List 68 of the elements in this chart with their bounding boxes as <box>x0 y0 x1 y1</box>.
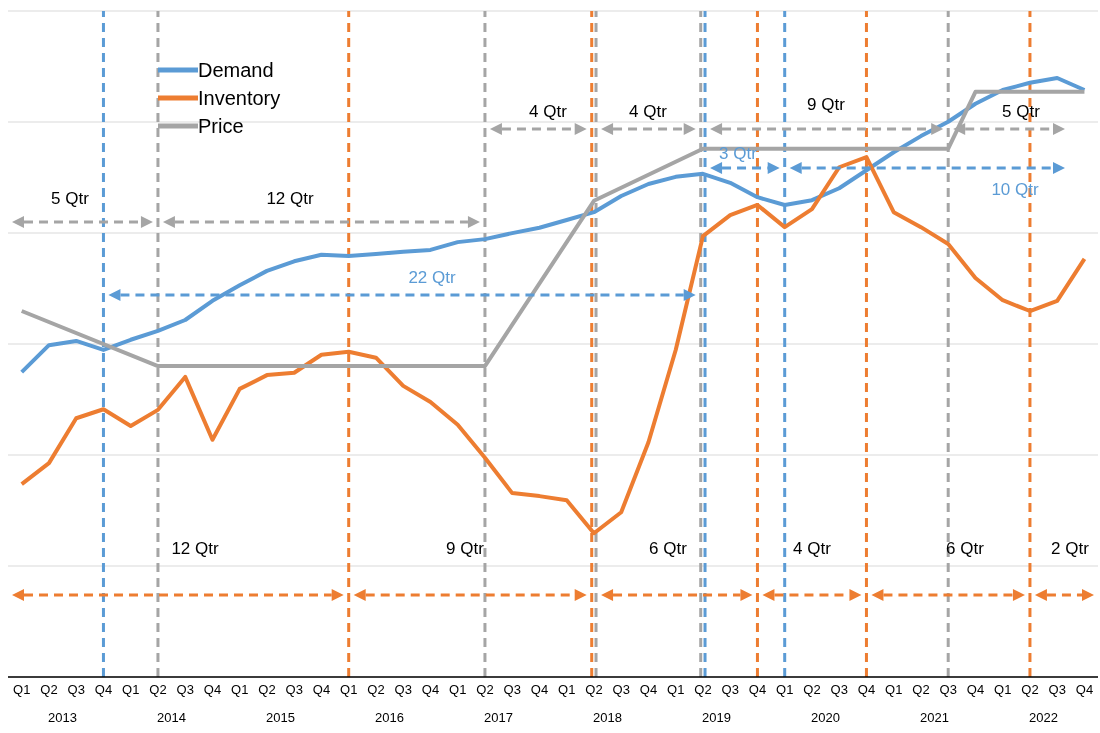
annotation: 12 Qtr <box>266 189 314 209</box>
x2-tick-label: 2016 <box>375 710 404 726</box>
x-tick-label: Q2 <box>912 682 930 698</box>
annotation: 2 Qtr <box>1051 539 1090 559</box>
x-tick-label: Q3 <box>830 682 848 698</box>
x-tick-label: Q2 <box>149 682 167 698</box>
x2-tick-label: 2018 <box>593 710 622 726</box>
x2-tick-label: 2019 <box>702 710 731 726</box>
x-tick-label: Q1 <box>994 682 1012 698</box>
x-tick-label: Q2 <box>585 682 603 698</box>
annotation: 4 Qtr <box>529 102 568 122</box>
x-tick-label: Q1 <box>13 682 31 698</box>
annotation: 6 Qtr <box>649 539 688 559</box>
legend-label: Price <box>198 114 244 138</box>
x-tick-label: Q4 <box>639 682 658 698</box>
annotation: 9 Qtr <box>446 539 485 559</box>
annotation: 6 Qtr <box>946 539 985 559</box>
x-tick-label: Q1 <box>231 682 249 698</box>
x2-tick-label: 2017 <box>484 710 513 726</box>
x-tick-label: Q4 <box>94 682 113 698</box>
annotation: 9 Qtr <box>807 95 846 115</box>
x2-tick-label: 2021 <box>920 710 949 726</box>
x-tick-label: Q1 <box>558 682 576 698</box>
x-tick-label: Q3 <box>939 682 957 698</box>
annotation: 4 Qtr <box>629 102 668 122</box>
x-tick-label: Q4 <box>312 682 331 698</box>
annotation: 12 Qtr <box>171 539 219 559</box>
x-tick-label: Q1 <box>340 682 358 698</box>
annotation: 22 Qtr <box>408 268 456 288</box>
x-tick-label: Q3 <box>285 682 303 698</box>
x-tick-label: Q3 <box>394 682 412 698</box>
x-tick-label: Q1 <box>667 682 685 698</box>
x-tick-label: Q3 <box>1048 682 1066 698</box>
x-tick-label: Q4 <box>966 682 985 698</box>
annotation: 5 Qtr <box>1002 102 1041 122</box>
x2-tick-label: 2014 <box>157 710 186 726</box>
x-tick-label: Q2 <box>40 682 58 698</box>
x-tick-label: Q4 <box>1075 682 1094 698</box>
x-tick-label: Q4 <box>421 682 440 698</box>
x-tick-label: Q2 <box>258 682 276 698</box>
legend-label: Demand <box>198 58 274 82</box>
x-tick-label: Q2 <box>367 682 385 698</box>
x-tick-label: Q1 <box>122 682 140 698</box>
x-tick-label: Q3 <box>67 682 85 698</box>
x-tick-label: Q1 <box>885 682 903 698</box>
x-tick-label: Q1 <box>449 682 467 698</box>
annotation: 10 Qtr <box>991 180 1039 200</box>
x-tick-label: Q2 <box>694 682 712 698</box>
x2-tick-label: 2020 <box>811 710 840 726</box>
x-tick-label: Q3 <box>503 682 521 698</box>
x-tick-label: Q3 <box>612 682 630 698</box>
x-tick-label: Q4 <box>748 682 767 698</box>
annotation: 5 Qtr <box>51 189 90 209</box>
x-tick-label: Q2 <box>1021 682 1039 698</box>
x-tick-label: Q2 <box>803 682 821 698</box>
x-tick-label: Q4 <box>530 682 549 698</box>
x-tick-label: Q2 <box>476 682 494 698</box>
annotation: 4 Qtr <box>793 539 832 559</box>
x2-tick-label: 2022 <box>1029 710 1058 726</box>
x2-tick-label: 2013 <box>48 710 77 726</box>
annotation: 3 Qtr <box>719 144 758 164</box>
x-tick-label: Q3 <box>176 682 194 698</box>
x-tick-label: Q3 <box>721 682 739 698</box>
x2-tick-label: 2015 <box>266 710 295 726</box>
x-tick-label: Q4 <box>203 682 222 698</box>
x-tick-label: Q1 <box>776 682 794 698</box>
legend-label: Inventory <box>198 86 281 110</box>
x-tick-label: Q4 <box>857 682 876 698</box>
